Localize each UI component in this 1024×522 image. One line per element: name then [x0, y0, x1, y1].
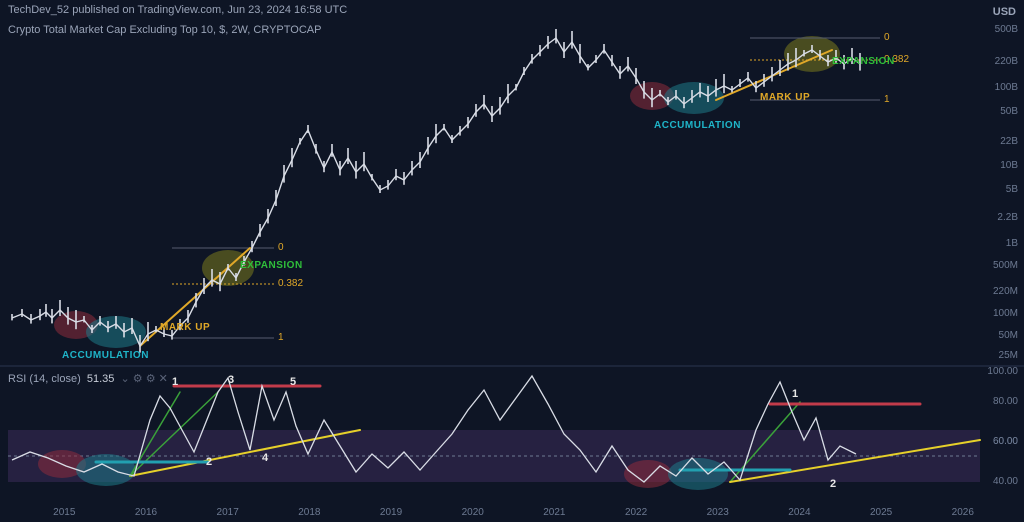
x-tick: 2017 — [217, 507, 239, 518]
x-tick: 2021 — [543, 507, 565, 518]
rsi-wave-number: 4 — [262, 452, 268, 464]
x-tick: 2026 — [952, 507, 974, 518]
rsi-name: RSI (14, close) — [8, 373, 81, 385]
y-tick: 220B — [995, 56, 1018, 67]
x-tick: 2025 — [870, 507, 892, 518]
x-tick: 2020 — [462, 507, 484, 518]
rsi-wave-number: 2 — [206, 456, 212, 468]
y-tick: 1B — [1006, 238, 1018, 249]
y-tick: 10B — [1000, 160, 1018, 171]
rsi-wave-number: 1 — [792, 388, 798, 400]
phase-annotation: MARK UP — [760, 92, 810, 103]
rsi-y-tick: 80.00 — [993, 396, 1018, 407]
fib-level: 0 — [278, 242, 284, 253]
fib-level: 0.382 — [278, 278, 303, 289]
phase-annotation: MARK UP — [160, 322, 210, 333]
rsi-wave-number: 3 — [228, 374, 234, 386]
fib-level: 1 — [884, 94, 890, 105]
y-tick: 220M — [993, 286, 1018, 297]
rsi-settings-icons[interactable]: ⌄ ⚙ ⚙ ✕ — [117, 373, 167, 385]
phase-annotation: EXPANSION — [240, 260, 303, 271]
y-tick: 50M — [999, 330, 1018, 341]
rsi-indicator-label: RSI (14, close) 51.35 ⌄ ⚙ ⚙ ✕ — [8, 372, 168, 385]
rsi-y-tick: 100.00 — [987, 366, 1018, 377]
y-tick: 100B — [995, 82, 1018, 93]
y-tick: 100M — [993, 308, 1018, 319]
y-tick: 22B — [1000, 136, 1018, 147]
y-tick: 25M — [999, 350, 1018, 361]
x-tick: 2022 — [625, 507, 647, 518]
y-tick: 5B — [1006, 184, 1018, 195]
y-tick: 50B — [1000, 106, 1018, 117]
phase-annotation: ACCUMULATION — [62, 350, 149, 361]
y-tick: 2.2B — [997, 212, 1018, 223]
y-tick: 500M — [993, 260, 1018, 271]
x-tick: 2016 — [135, 507, 157, 518]
y-tick: 500B — [995, 24, 1018, 35]
fib-level: 0 — [884, 32, 890, 43]
rsi-y-tick: 60.00 — [993, 436, 1018, 447]
x-tick: 2018 — [298, 507, 320, 518]
x-tick: 2024 — [788, 507, 810, 518]
rsi-wave-number: 5 — [290, 376, 296, 388]
chart-canvas[interactable] — [0, 0, 1024, 522]
x-tick: 2019 — [380, 507, 402, 518]
rsi-wave-number: 2 — [830, 478, 836, 490]
phase-annotation: EXPANSION — [832, 56, 895, 67]
rsi-y-tick: 40.00 — [993, 476, 1018, 487]
chart-root: { "header": { "text": "TechDev_52 publis… — [0, 0, 1024, 522]
phase-annotation: ACCUMULATION — [654, 120, 741, 131]
rsi-value: 51.35 — [87, 373, 115, 385]
rsi-wave-number: 1 — [172, 376, 178, 388]
x-tick: 2015 — [53, 507, 75, 518]
fib-level: 1 — [278, 332, 284, 343]
x-tick: 2023 — [707, 507, 729, 518]
